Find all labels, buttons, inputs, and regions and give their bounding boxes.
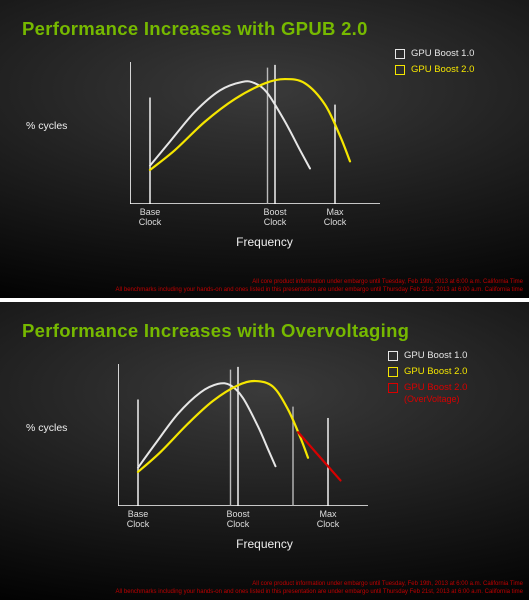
embargo-line: All core product information under embar… xyxy=(116,581,523,589)
legend-label: GPU Boost 2.0 xyxy=(404,366,467,377)
chart-area xyxy=(130,62,380,204)
x-tick-label: MaxClock xyxy=(317,510,340,530)
x-tick-label: BaseClock xyxy=(139,208,162,228)
legend-item: GPU Boost 1.0 xyxy=(388,350,467,361)
legend-item: GPU Boost 2.0 xyxy=(388,366,467,377)
legend: GPU Boost 1.0 GPU Boost 2.0 xyxy=(395,48,474,75)
legend-swatch-icon xyxy=(388,351,398,361)
legend-sublabel: (OverVoltage) xyxy=(404,394,467,404)
y-axis-label: % cycles xyxy=(26,120,67,132)
legend: GPU Boost 1.0GPU Boost 2.0GPU Boost 2.0(… xyxy=(388,350,467,404)
x-tick-label: BaseClock xyxy=(127,510,150,530)
x-axis-label: Frequency xyxy=(236,537,293,551)
legend-swatch-icon xyxy=(388,367,398,377)
embargo-line: All core product information under embar… xyxy=(116,279,523,287)
slide-title: Performance Increases with GPUB 2.0 xyxy=(22,18,507,40)
slide-title: Performance Increases with Overvoltaging xyxy=(22,320,507,342)
slide-overvoltage: Performance Increases with Overvoltaging… xyxy=(0,302,529,600)
legend-swatch-icon xyxy=(395,65,405,75)
chart-area xyxy=(118,364,368,506)
embargo-line: All benchmarks including your hands-on a… xyxy=(116,287,523,295)
legend-item: GPU Boost 2.0 xyxy=(388,382,467,393)
legend-swatch-icon xyxy=(388,383,398,393)
embargo-line: All benchmarks including your hands-on a… xyxy=(116,589,523,597)
x-tick-label: BoostClock xyxy=(263,208,286,228)
legend-label: GPU Boost 1.0 xyxy=(411,48,474,59)
x-axis-label: Frequency xyxy=(236,235,293,249)
embargo-text: All core product information under embar… xyxy=(116,581,523,596)
legend-label: GPU Boost 2.0 xyxy=(404,382,467,393)
x-tick-label: MaxClock xyxy=(324,208,347,228)
y-axis-label: % cycles xyxy=(26,422,67,434)
slide-gpub20: Performance Increases with GPUB 2.0 GPU … xyxy=(0,0,529,298)
embargo-text: All core product information under embar… xyxy=(116,279,523,294)
legend-item: GPU Boost 2.0 xyxy=(395,64,474,75)
legend-label: GPU Boost 2.0 xyxy=(411,64,474,75)
legend-label: GPU Boost 1.0 xyxy=(404,350,467,361)
legend-swatch-icon xyxy=(395,49,405,59)
legend-item: GPU Boost 1.0 xyxy=(395,48,474,59)
x-tick-label: BoostClock xyxy=(226,510,249,530)
